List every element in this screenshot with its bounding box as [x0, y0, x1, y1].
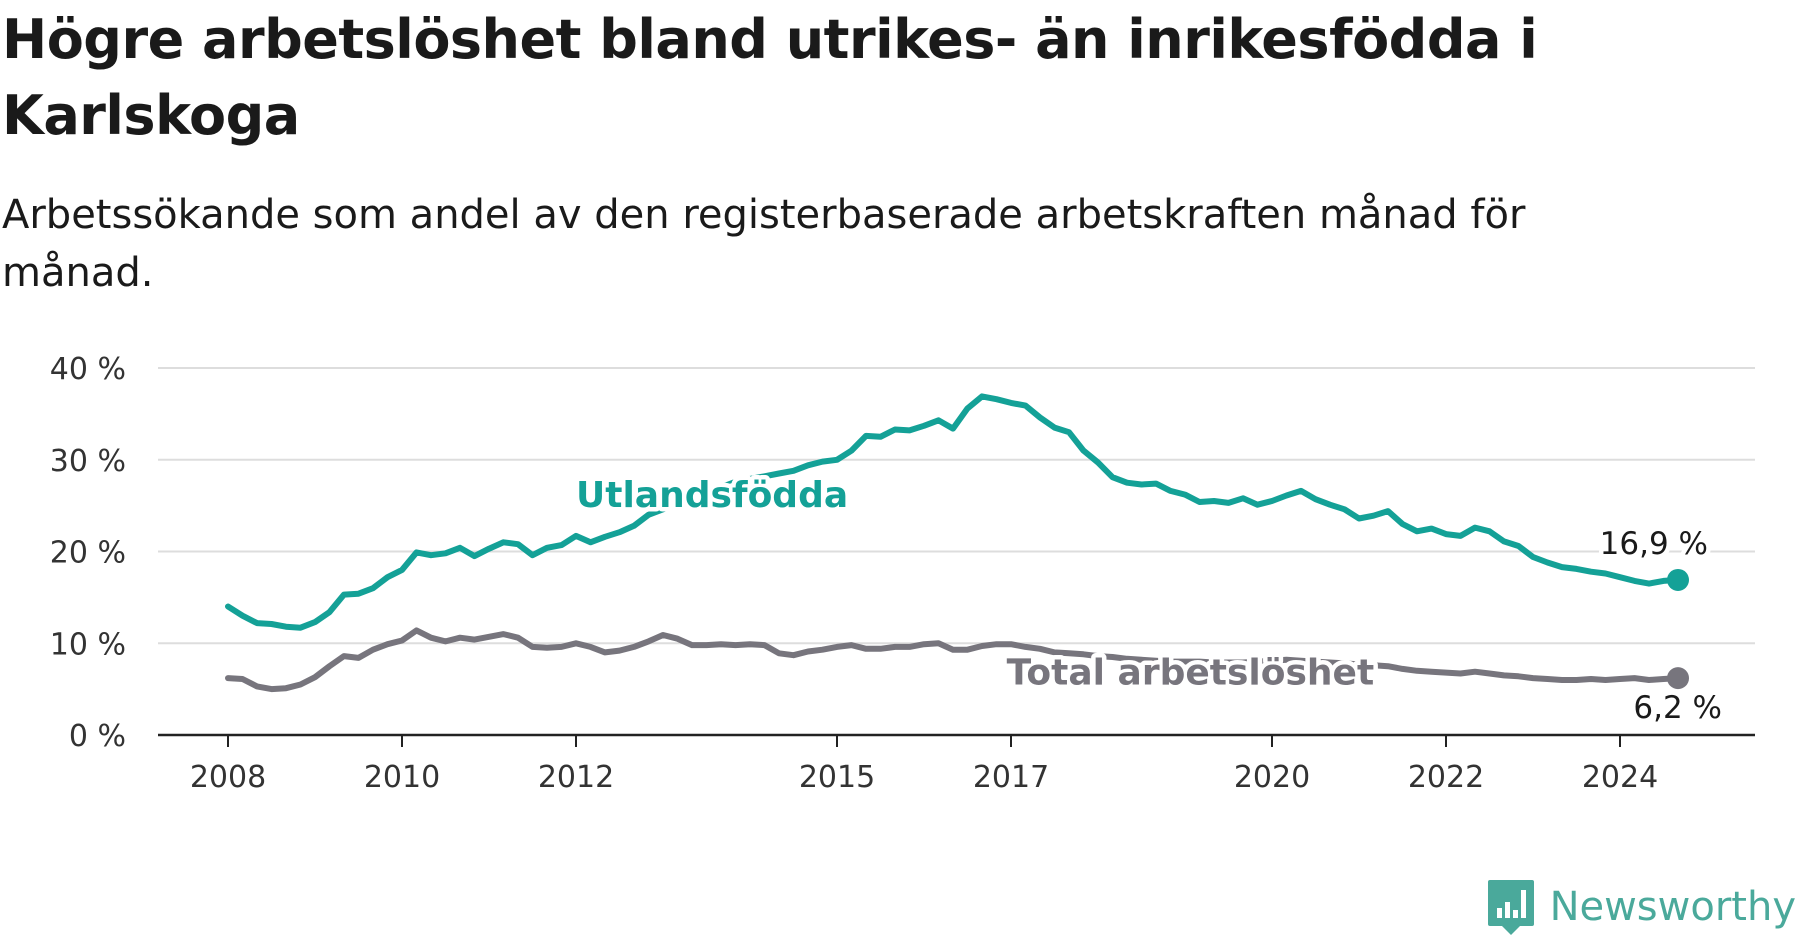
x-tick-label: 2020: [1234, 760, 1310, 795]
x-tick-label: 2022: [1408, 760, 1484, 795]
x-tick-label: 2015: [799, 760, 875, 795]
y-tick-label: 0 %: [69, 719, 126, 754]
foreign-born-line: [225, 393, 1681, 631]
chart-subtitle: Arbetssökande som andel av den registerb…: [2, 192, 1526, 296]
end-value-foreign-born: 16,9 %: [1600, 526, 1708, 562]
total-unemployment-line: [225, 627, 1681, 693]
newsworthy-logo-icon: [1487, 880, 1534, 935]
x-axis-ticks: 2008 2010 2012 2015 2017 2020 2022 2024: [190, 735, 1658, 795]
series-labels: Utlandsfödda Total arbetslöshet 16,9 % 6,2 …: [572, 470, 1727, 730]
newsworthy-logo: Newsworthy: [1486, 878, 1796, 936]
x-tick-label: 2012: [538, 760, 614, 795]
foreign-born-line-end-dot: [1667, 568, 1689, 591]
x-tick-label: 2024: [1582, 760, 1658, 795]
chart-title: Högre arbetslöshet bland utrikes- än inr…: [2, 8, 1538, 147]
y-axis-ticks: 0 % 10 % 20 % 30 % 40 %: [50, 352, 126, 754]
series-label-total: Total arbetslöshet: [1007, 653, 1375, 694]
total-unemployment-line-end-dot: [1667, 667, 1689, 690]
series-lines: [225, 393, 1689, 693]
x-tick-label: 2008: [190, 760, 266, 795]
y-tick-label: 20 %: [50, 536, 126, 571]
x-tick-label: 2017: [973, 760, 1049, 795]
brand-name: Newsworthy: [1549, 884, 1796, 930]
y-tick-label: 40 %: [50, 352, 126, 387]
series-label-foreign-born: Utlandsfödda: [576, 475, 848, 516]
x-tick-label: 2010: [364, 760, 440, 795]
end-value-total: 6,2 %: [1633, 690, 1722, 726]
y-tick-label: 30 %: [50, 444, 126, 479]
y-tick-label: 10 %: [50, 627, 126, 662]
